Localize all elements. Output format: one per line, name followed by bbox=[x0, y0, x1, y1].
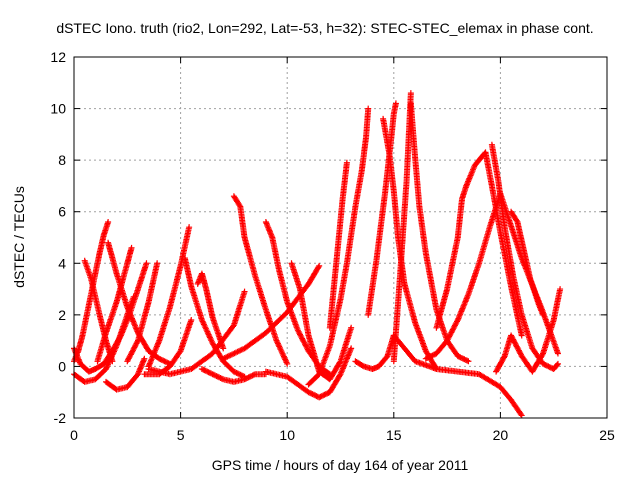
data-point-markers bbox=[390, 332, 525, 419]
data-point-markers bbox=[380, 115, 440, 373]
data-point-markers bbox=[390, 90, 414, 365]
data-series bbox=[220, 262, 323, 362]
data-point-markers bbox=[262, 345, 355, 401]
data-series bbox=[380, 115, 440, 373]
data-series bbox=[390, 332, 525, 419]
x-axis-label: GPS time / hours of day 164 of year 2011 bbox=[212, 457, 469, 473]
data-series bbox=[194, 270, 227, 352]
data-series bbox=[262, 345, 355, 401]
y-tick-label: 12 bbox=[50, 49, 66, 65]
x-tick-label: 25 bbox=[599, 427, 615, 443]
y-tick-label: 0 bbox=[58, 358, 66, 374]
y-tick-label: 2 bbox=[58, 307, 66, 323]
x-tick-label: 10 bbox=[279, 427, 295, 443]
data-point-markers bbox=[305, 105, 372, 388]
data-series bbox=[305, 105, 372, 388]
data-series bbox=[288, 260, 355, 383]
data-series bbox=[103, 355, 148, 393]
data-point-markers bbox=[508, 208, 547, 318]
data-series bbox=[352, 332, 397, 372]
y-tick-label: 6 bbox=[58, 204, 66, 220]
data-point-markers bbox=[326, 159, 350, 331]
y-tick-label: -2 bbox=[54, 410, 67, 426]
data-point-markers bbox=[181, 255, 248, 380]
data-series bbox=[124, 260, 161, 365]
y-tick-label: 8 bbox=[58, 152, 66, 168]
x-tick-label: 5 bbox=[177, 427, 185, 443]
data-series bbox=[181, 255, 248, 380]
data-series bbox=[463, 149, 525, 339]
data-series bbox=[508, 208, 547, 318]
data-point-markers bbox=[103, 355, 148, 393]
data-series bbox=[433, 182, 470, 331]
x-tick-label: 15 bbox=[386, 427, 402, 443]
y-tick-label: 4 bbox=[58, 255, 66, 271]
data-series bbox=[390, 90, 414, 365]
data-series bbox=[493, 286, 564, 375]
x-tick-label: 0 bbox=[70, 427, 78, 443]
data-point-markers bbox=[198, 366, 269, 385]
data-point-markers bbox=[352, 332, 397, 372]
data-point-markers bbox=[463, 149, 525, 339]
data-point-markers bbox=[124, 260, 161, 365]
chart-title: dSTEC Iono. truth (rio2, Lon=292, Lat=-5… bbox=[56, 20, 593, 36]
x-tick-label: 20 bbox=[493, 427, 509, 443]
y-axis-label: dSTEC / TECUs bbox=[11, 186, 27, 288]
data-marks bbox=[71, 90, 564, 419]
data-point-markers bbox=[194, 270, 227, 352]
data-series bbox=[198, 366, 269, 385]
data-point-markers bbox=[220, 262, 323, 362]
data-point-markers bbox=[493, 286, 564, 375]
plot-frame bbox=[73, 56, 608, 419]
y-tick-label: 10 bbox=[50, 101, 66, 117]
data-point-markers bbox=[433, 182, 470, 331]
data-point-markers bbox=[288, 260, 355, 383]
data-series bbox=[326, 159, 350, 331]
